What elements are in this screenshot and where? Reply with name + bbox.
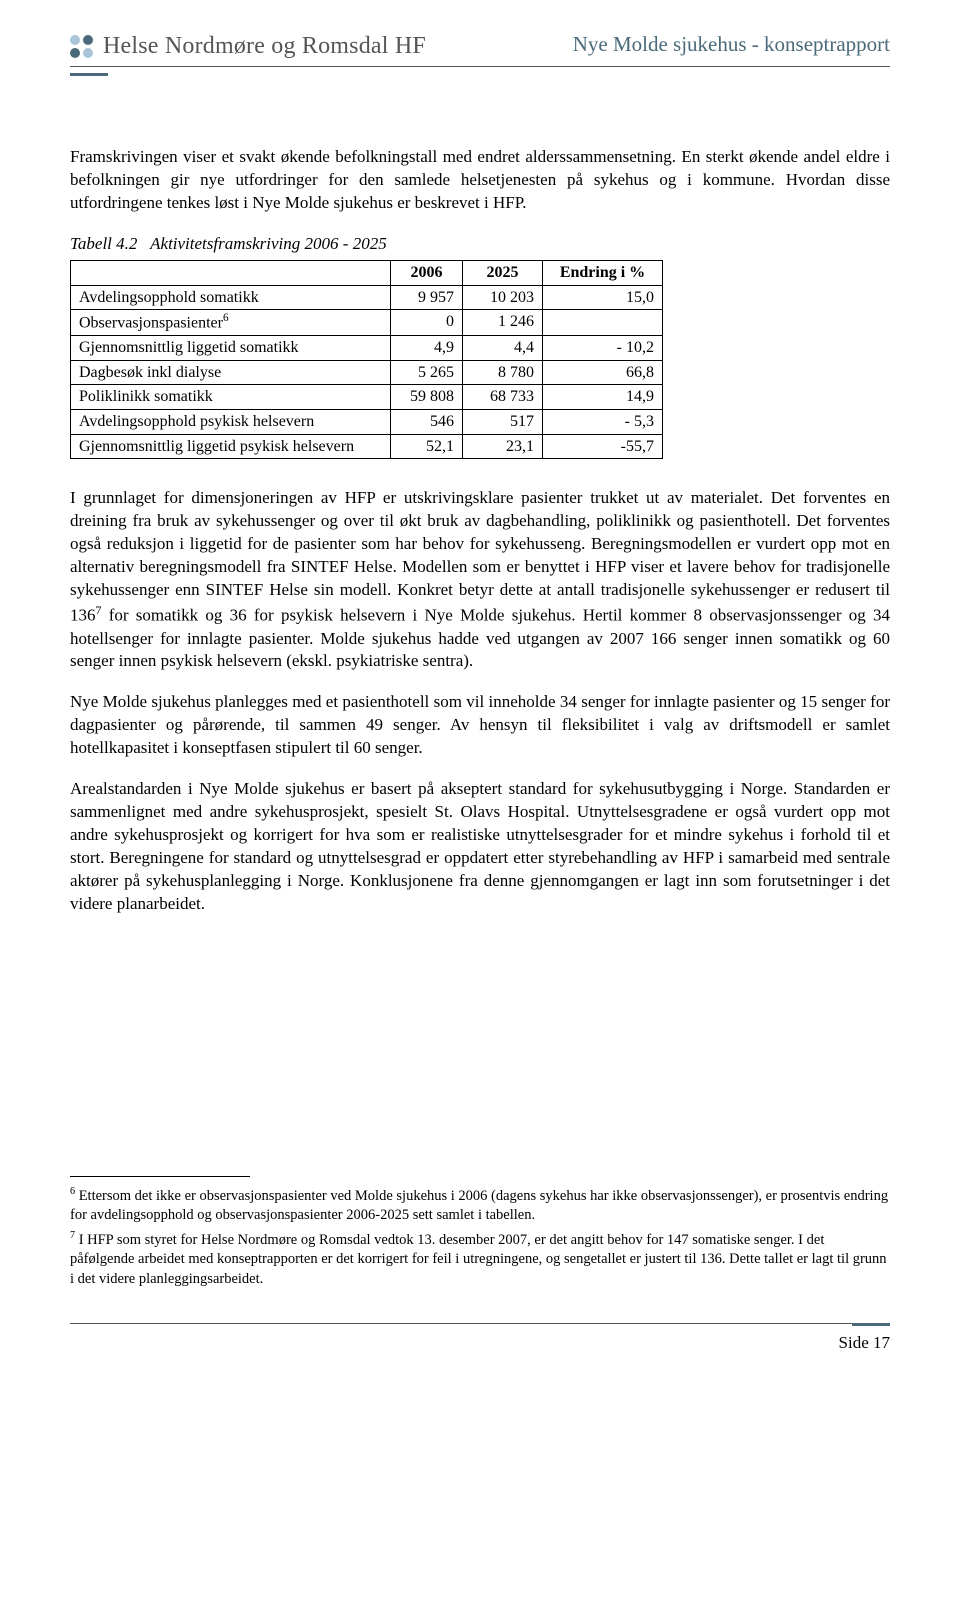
footnote: 6 Ettersom det ikke er observasjonspasie… xyxy=(70,1185,890,1226)
cell-c2025: 10 203 xyxy=(463,285,543,310)
body-paragraph: Arealstandarden i Nye Molde sjukehus er … xyxy=(70,778,890,916)
table-row: Avdelingsopphold psykisk helsevern546517… xyxy=(71,410,663,435)
header-accent-stripe xyxy=(70,73,108,76)
table-row: Dagbesøk inkl dialyse5 2658 78066,8 xyxy=(71,360,663,385)
col-header-blank xyxy=(71,261,391,286)
footer-accent-stripe xyxy=(852,1323,890,1326)
row-label: Avdelingsopphold psykisk helsevern xyxy=(71,410,391,435)
page-number: Side 17 xyxy=(70,1332,890,1355)
table-header-row: 2006 2025 Endring i % xyxy=(71,261,663,286)
table-row: Poliklinikk somatikk59 80868 73314,9 xyxy=(71,385,663,410)
cell-endring: -55,7 xyxy=(543,434,663,459)
footnote-ref: 6 xyxy=(223,312,229,324)
intro-paragraph: Framskrivingen viser et svakt økende bef… xyxy=(70,146,890,215)
body-paragraph: I grunnlaget for dimensjoneringen av HFP… xyxy=(70,487,890,673)
table-row: Gjennomsnittlig liggetid psykisk helseve… xyxy=(71,434,663,459)
row-label: Gjennomsnittlig liggetid somatikk xyxy=(71,336,391,361)
logo-dot xyxy=(83,48,93,58)
col-header-2006: 2006 xyxy=(391,261,463,286)
row-label: Observasjonspasienter6 xyxy=(71,310,391,336)
cell-c2006: 5 265 xyxy=(391,360,463,385)
table-caption: Tabell 4.2 Aktivitetsframskriving 2006 -… xyxy=(70,233,890,256)
cell-c2025: 23,1 xyxy=(463,434,543,459)
table-row: Gjennomsnittlig liggetid somatikk4,94,4-… xyxy=(71,336,663,361)
page-header: Helse Nordmøre og Romsdal HF Nye Molde s… xyxy=(70,30,890,67)
logo-dot xyxy=(83,35,93,45)
footnotes-separator xyxy=(70,1176,250,1177)
cell-c2006: 52,1 xyxy=(391,434,463,459)
row-label: Dagbesøk inkl dialyse xyxy=(71,360,391,385)
cell-endring: - 5,3 xyxy=(543,410,663,435)
header-left: Helse Nordmøre og Romsdal HF xyxy=(70,30,426,62)
logo-dot xyxy=(70,35,80,45)
cell-endring xyxy=(543,310,663,336)
table-row: Observasjonspasienter601 246 xyxy=(71,310,663,336)
aktivitet-table: 2006 2025 Endring i % Avdelingsopphold s… xyxy=(70,260,663,459)
cell-endring: 66,8 xyxy=(543,360,663,385)
col-header-2025: 2025 xyxy=(463,261,543,286)
footnote-number: 7 xyxy=(70,1230,75,1241)
cell-c2025: 4,4 xyxy=(463,336,543,361)
row-label: Poliklinikk somatikk xyxy=(71,385,391,410)
cell-endring: - 10,2 xyxy=(543,336,663,361)
cell-c2025: 8 780 xyxy=(463,360,543,385)
table-caption-rest: Aktivitetsframskriving 2006 - 2025 xyxy=(137,234,386,253)
row-label: Gjennomsnittlig liggetid psykisk helseve… xyxy=(71,434,391,459)
body-paragraph: Nye Molde sjukehus planlegges med et pas… xyxy=(70,691,890,760)
page-footer: Side 17 xyxy=(70,1323,890,1355)
document-title: Nye Molde sjukehus - konseptrapport xyxy=(573,30,890,58)
cell-c2006: 59 808 xyxy=(391,385,463,410)
table-caption-prefix: Tabell 4.2 xyxy=(70,234,137,253)
logo-dot xyxy=(70,48,80,58)
cell-c2025: 68 733 xyxy=(463,385,543,410)
cell-endring: 14,9 xyxy=(543,385,663,410)
cell-c2025: 517 xyxy=(463,410,543,435)
logo-icon xyxy=(70,35,93,58)
cell-c2006: 0 xyxy=(391,310,463,336)
row-label: Avdelingsopphold somatikk xyxy=(71,285,391,310)
footnote-number: 6 xyxy=(70,1186,75,1197)
cell-c2006: 546 xyxy=(391,410,463,435)
cell-c2025: 1 246 xyxy=(463,310,543,336)
cell-c2006: 9 957 xyxy=(391,285,463,310)
cell-endring: 15,0 xyxy=(543,285,663,310)
footnote-ref: 7 xyxy=(96,603,102,617)
org-name: Helse Nordmøre og Romsdal HF xyxy=(103,30,426,62)
table-row: Avdelingsopphold somatikk9 95710 20315,0 xyxy=(71,285,663,310)
cell-c2006: 4,9 xyxy=(391,336,463,361)
table-body: Avdelingsopphold somatikk9 95710 20315,0… xyxy=(71,285,663,458)
col-header-endring: Endring i % xyxy=(543,261,663,286)
footnote: 7 I HFP som styret for Helse Nordmøre og… xyxy=(70,1229,890,1290)
